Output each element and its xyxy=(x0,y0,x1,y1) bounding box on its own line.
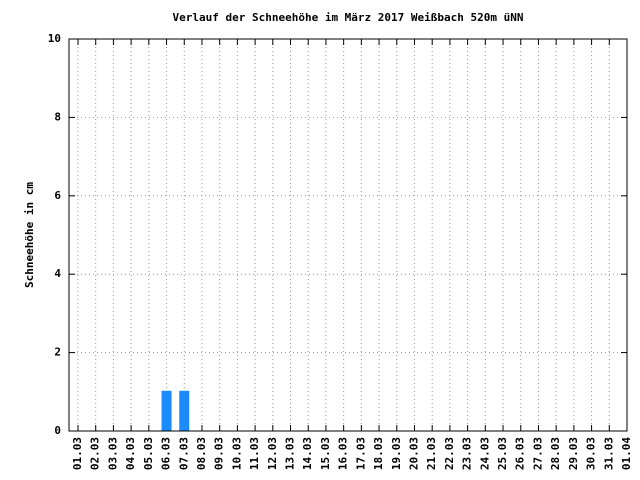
y-tick-label: 8 xyxy=(54,110,61,123)
x-tick-label: 07.03 xyxy=(177,437,190,470)
y-tick-label: 0 xyxy=(54,424,61,437)
x-tick-label: 17.03 xyxy=(354,437,367,470)
chart-title: Verlauf der Schneehöhe im März 2017 Weiß… xyxy=(173,11,524,24)
x-tick-label: 12.03 xyxy=(266,437,279,470)
x-tick-label: 21.03 xyxy=(425,437,438,470)
x-tick-label: 24.03 xyxy=(478,437,491,470)
x-tick-label: 14.03 xyxy=(301,437,314,470)
x-tick-label: 03.03 xyxy=(106,437,119,470)
x-tick-label: 13.03 xyxy=(284,437,297,470)
x-tick-label: 30.03 xyxy=(585,437,598,470)
x-tick-label: 22.03 xyxy=(443,437,456,470)
x-tick-label: 09.03 xyxy=(213,437,226,470)
x-tick-label: 02.03 xyxy=(89,437,102,470)
plot-frame xyxy=(68,38,628,432)
x-tick-label: 23.03 xyxy=(461,437,474,470)
x-tick-label: 01.03 xyxy=(71,437,84,470)
y-tick-label: 10 xyxy=(48,32,61,45)
x-tick-label: 04.03 xyxy=(124,437,137,470)
x-tick-label: 05.03 xyxy=(142,437,155,470)
x-tick-label: 18.03 xyxy=(372,437,385,470)
x-tick-label: 31.03 xyxy=(602,437,615,470)
x-tick-label: 26.03 xyxy=(514,437,527,470)
x-tick-label: 10.03 xyxy=(230,437,243,470)
y-axis-label: Schneehöhe in cm xyxy=(23,182,36,288)
x-tick-label: 15.03 xyxy=(319,437,332,470)
x-tick-label: 11.03 xyxy=(248,437,261,470)
x-tick-label: 16.03 xyxy=(337,437,350,470)
y-tick-label: 4 xyxy=(54,267,61,280)
x-tick-label: 29.03 xyxy=(567,437,580,470)
x-tick-label: 27.03 xyxy=(531,437,544,470)
x-tick-label: 25.03 xyxy=(496,437,509,470)
x-tick-label: 06.03 xyxy=(160,437,173,470)
bar xyxy=(179,390,190,431)
x-tick-label: 01.04 xyxy=(620,437,633,470)
bar xyxy=(161,390,172,431)
x-tick-label: 20.03 xyxy=(407,437,420,470)
y-tick-label: 2 xyxy=(54,346,61,359)
x-tick-label: 08.03 xyxy=(195,437,208,470)
y-tick-label: 6 xyxy=(54,189,61,202)
x-tick-label: 28.03 xyxy=(549,437,562,470)
x-tick-label: 19.03 xyxy=(390,437,403,470)
